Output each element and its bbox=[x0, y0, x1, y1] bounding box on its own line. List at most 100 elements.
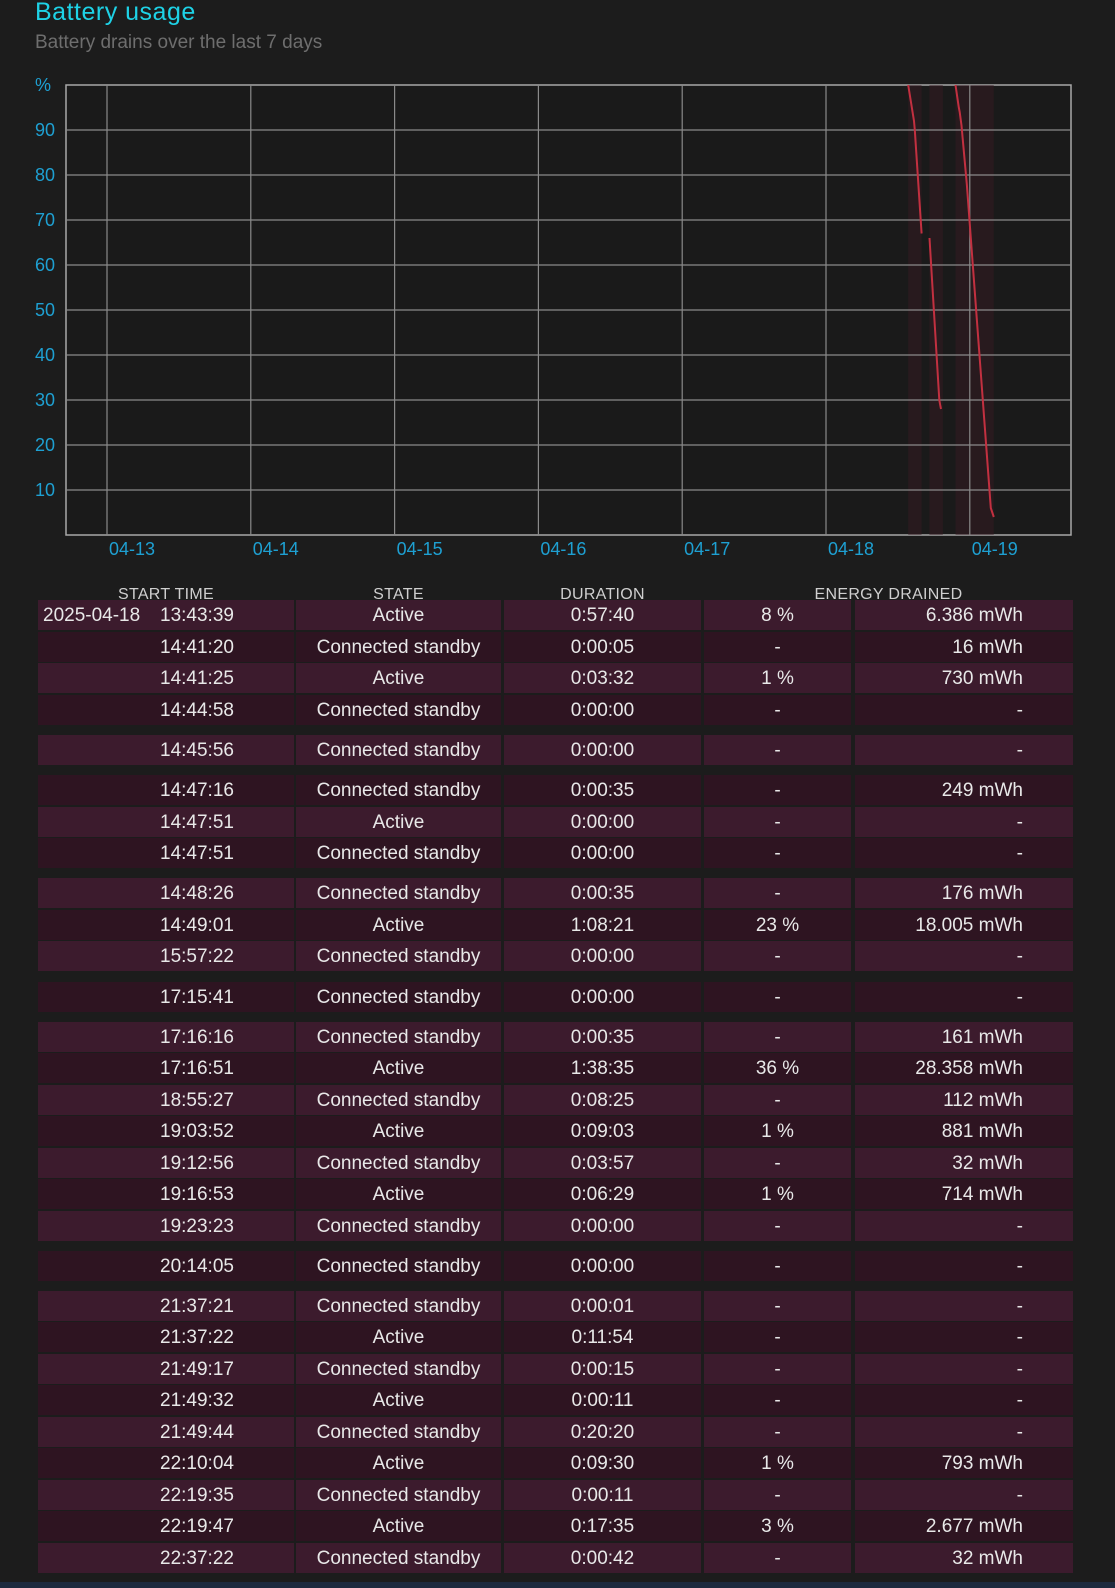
duration-cell: 0:00:42 bbox=[504, 1543, 701, 1573]
duration-cell: 0:00:00 bbox=[504, 838, 701, 868]
start-time: 17:15:41 bbox=[160, 987, 234, 1008]
column-header-energy-drained: ENERGY DRAINED bbox=[814, 586, 963, 603]
energy-mwh-cell: 881 mWh bbox=[855, 1116, 1073, 1146]
state-cell: Connected standby bbox=[296, 878, 501, 908]
energy-percent-cell: - bbox=[704, 982, 851, 1012]
state-cell: Connected standby bbox=[296, 632, 501, 662]
table-row: 14:49:01 Active 1:08:21 23 % 18.005 mWh bbox=[38, 910, 1073, 940]
start-time: 14:47:51 bbox=[160, 812, 234, 833]
energy-mwh-cell: - bbox=[855, 695, 1073, 725]
y-tick-label: 30 bbox=[35, 390, 55, 410]
start-time-cell: 17:15:41 bbox=[38, 982, 294, 1012]
energy-mwh-cell: - bbox=[855, 1251, 1073, 1281]
start-time-cell: 20:14:05 bbox=[38, 1251, 294, 1281]
energy-mwh-cell: - bbox=[855, 1480, 1073, 1510]
start-time-cell: 19:03:52 bbox=[38, 1116, 294, 1146]
state-cell: Active bbox=[296, 1053, 501, 1083]
start-time-cell: 21:49:44 bbox=[38, 1417, 294, 1447]
start-time-cell: 2025-04-18 13:43:39 bbox=[38, 600, 294, 630]
energy-mwh-cell: - bbox=[855, 1211, 1073, 1241]
start-time: 22:19:35 bbox=[160, 1485, 234, 1506]
table-row: 19:16:53 Active 0:06:29 1 % 714 mWh bbox=[38, 1179, 1073, 1209]
energy-mwh-cell: 176 mWh bbox=[855, 878, 1073, 908]
state-cell: Active bbox=[296, 1448, 501, 1478]
energy-mwh-cell: - bbox=[855, 1385, 1073, 1415]
energy-mwh-cell: 16 mWh bbox=[855, 632, 1073, 662]
page-title: Battery usage bbox=[35, 0, 196, 26]
duration-cell: 0:57:40 bbox=[504, 600, 701, 630]
x-tick-label: 04-14 bbox=[253, 539, 299, 559]
energy-percent-cell: - bbox=[704, 807, 851, 837]
start-time-cell: 21:49:17 bbox=[38, 1354, 294, 1384]
state-cell: Connected standby bbox=[296, 695, 501, 725]
table-row: 14:47:16 Connected standby 0:00:35-249 mWh bbox=[38, 775, 1073, 805]
energy-mwh-cell: 32 mWh bbox=[855, 1543, 1073, 1573]
state-cell: Active bbox=[296, 663, 501, 693]
start-time-cell: 17:16:51 bbox=[38, 1053, 294, 1083]
state-cell: Connected standby bbox=[296, 1251, 501, 1281]
start-time: 14:41:25 bbox=[160, 668, 234, 689]
table-row: 14:45:56 Connected standby 0:00:00- - bbox=[38, 735, 1073, 765]
energy-percent-cell: - bbox=[704, 695, 851, 725]
duration-cell: 0:00:00 bbox=[504, 941, 701, 971]
x-tick-label: 04-13 bbox=[109, 539, 155, 559]
energy-percent-cell: - bbox=[704, 632, 851, 662]
start-time: 14:47:51 bbox=[160, 843, 234, 864]
start-time: 21:49:32 bbox=[160, 1390, 234, 1411]
x-tick-label: 04-17 bbox=[684, 539, 730, 559]
table-row: 22:37:22 Connected standby 0:00:42-32 mWh bbox=[38, 1543, 1073, 1573]
start-time: 14:47:16 bbox=[160, 780, 234, 801]
energy-percent-cell: - bbox=[704, 1543, 851, 1573]
start-time-cell: 21:49:32 bbox=[38, 1385, 294, 1415]
energy-percent-cell: 1 % bbox=[704, 1116, 851, 1146]
battery-drain-line bbox=[928, 237, 942, 410]
start-time-cell: 14:47:16 bbox=[38, 775, 294, 805]
page-bottom-edge bbox=[0, 1582, 1115, 1588]
x-tick-label: 04-19 bbox=[972, 539, 1018, 559]
table-row: 21:37:21 Connected standby 0:00:01- - bbox=[38, 1291, 1073, 1321]
energy-percent-cell: 1 % bbox=[704, 1448, 851, 1478]
start-time-cell: 14:45:56 bbox=[38, 735, 294, 765]
column-header-state: STATE bbox=[373, 586, 424, 603]
start-time-cell: 14:47:51 bbox=[38, 838, 294, 868]
start-time: 21:49:44 bbox=[160, 1422, 234, 1443]
start-time: 17:16:16 bbox=[160, 1027, 234, 1048]
energy-mwh-cell: - bbox=[855, 941, 1073, 971]
energy-mwh-cell: 18.005 mWh bbox=[855, 910, 1073, 940]
start-time-cell: 14:44:58 bbox=[38, 695, 294, 725]
start-time: 14:48:26 bbox=[160, 883, 234, 904]
table-row: 15:57:22 Connected standby 0:00:00- - bbox=[38, 941, 1073, 971]
state-cell: Active bbox=[296, 807, 501, 837]
state-cell: Active bbox=[296, 1385, 501, 1415]
y-tick-label: 80 bbox=[35, 165, 55, 185]
start-time: 22:10:04 bbox=[160, 1453, 234, 1474]
state-cell: Active bbox=[296, 1116, 501, 1146]
start-time-cell: 19:16:53 bbox=[38, 1179, 294, 1209]
duration-cell: 0:00:05 bbox=[504, 632, 701, 662]
duration-cell: 0:03:32 bbox=[504, 663, 701, 693]
start-time: 22:19:47 bbox=[160, 1516, 234, 1537]
start-time: 13:43:39 bbox=[160, 605, 234, 626]
table-row: 20:14:05 Connected standby 0:00:00- - bbox=[38, 1251, 1073, 1281]
energy-mwh-cell: 714 mWh bbox=[855, 1179, 1073, 1209]
table-row: 14:47:51 Active 0:00:00- - bbox=[38, 807, 1073, 837]
state-cell: Connected standby bbox=[296, 982, 501, 1012]
state-cell: Connected standby bbox=[296, 1291, 501, 1321]
energy-percent-cell: - bbox=[704, 1291, 851, 1321]
energy-percent-cell: - bbox=[704, 1211, 851, 1241]
duration-cell: 0:09:30 bbox=[504, 1448, 701, 1478]
duration-cell: 0:09:03 bbox=[504, 1116, 701, 1146]
table-row: 14:47:51 Connected standby 0:00:00- - bbox=[38, 838, 1073, 868]
start-time: 14:41:20 bbox=[160, 637, 234, 658]
state-cell: Connected standby bbox=[296, 735, 501, 765]
energy-mwh-cell: - bbox=[855, 982, 1073, 1012]
state-cell: Connected standby bbox=[296, 941, 501, 971]
energy-mwh-cell: 2.677 mWh bbox=[855, 1511, 1073, 1541]
column-header-duration: DURATION bbox=[560, 586, 645, 603]
duration-cell: 0:06:29 bbox=[504, 1179, 701, 1209]
energy-percent-cell: - bbox=[704, 1385, 851, 1415]
start-time: 15:57:22 bbox=[160, 946, 234, 967]
x-tick-label: 04-18 bbox=[828, 539, 874, 559]
state-cell: Active bbox=[296, 1179, 501, 1209]
duration-cell: 0:00:00 bbox=[504, 807, 701, 837]
